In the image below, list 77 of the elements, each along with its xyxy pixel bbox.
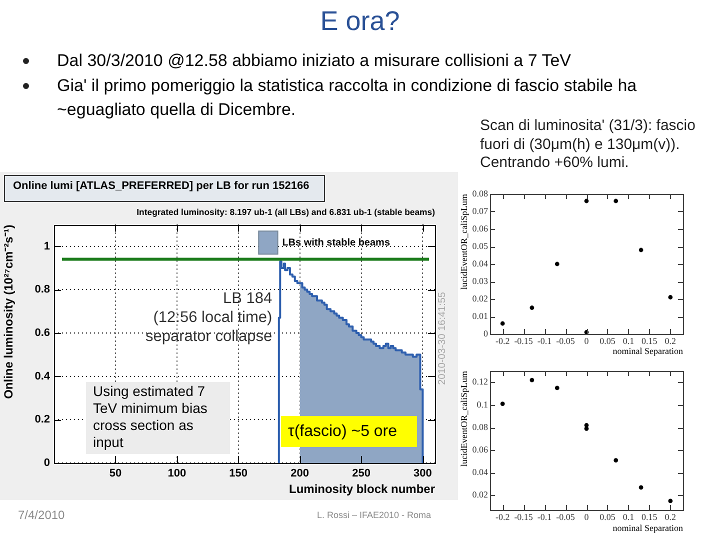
x-tick-label: 150 [229, 468, 248, 480]
x-axis-title: Luminosity block number [288, 482, 436, 496]
point [500, 402, 505, 406]
text: Scan di luminosita' (31/3): fascio fuori di (30μm(h) e 130μm(v)). Centrando +60% lumi. [480, 117, 696, 172]
y-tick-label: 1 [44, 240, 50, 252]
x-axis-title: nominal Separation [612, 346, 684, 356]
y-tick-label: 0.8 [34, 284, 50, 296]
y-axis-title: lucidEventOR_caliSpLum [458, 194, 469, 290]
legend-label: LBs with stable beams [282, 237, 390, 248]
point [668, 295, 673, 300]
y-tick-label: 0.02 [472, 490, 488, 500]
annotation: τ(fascio) ~5 ore [281, 416, 417, 447]
x-tick-label: 0.1 [622, 336, 634, 346]
point [554, 386, 560, 390]
text: E ora? [319, 5, 401, 38]
x-tick-label: -0.05 [556, 336, 576, 346]
x-tick-label: 0 [584, 336, 590, 346]
y-tick-label: 0.08 [472, 188, 488, 198]
x-tick-label: -0.1 [537, 512, 552, 522]
y-tick-label: 0 [484, 328, 488, 338]
point [584, 198, 589, 204]
x-tick-label: 0 [584, 512, 590, 522]
y-tick-label: 0.04 [472, 467, 488, 478]
point [614, 198, 618, 204]
x-tick-label: -0.15 [514, 336, 534, 346]
y-axis-title: lucidEventOR_caliSpLum [458, 371, 469, 466]
x-tick-label: -0.1 [537, 336, 552, 346]
y-tick-label: 0.1 [476, 399, 488, 410]
y-tick-label: 0 [44, 457, 50, 470]
x-tick-label: -0.15 [514, 512, 534, 522]
text: 7/4/2010 [18, 508, 65, 522]
text: 2010-03-30 16:41:55 [437, 292, 448, 385]
point [530, 306, 534, 310]
y-tick-label: 0.05 [472, 240, 488, 251]
point [638, 485, 644, 490]
point [500, 321, 505, 326]
text: L. Rossi – IFAE2010 - Roma [317, 509, 432, 521]
y-tick-label: 0.04 [472, 258, 488, 268]
x-tick-label: 200 [290, 468, 309, 480]
text: Gia' il primo pomeriggio la statistica raccolta in condizione di fascio stabile ha ~eguagliato quella di Dicembre. [57, 76, 637, 119]
x-tick-label: 300 [414, 468, 432, 480]
x-tick-label: 50 [109, 468, 122, 480]
annotation: LB 184 (12:56 local time) separator collapse [145, 290, 273, 346]
y-tick-label: 0.06 [472, 444, 488, 454]
text: Dal 30/3/2010 @12.58 abbiamo iniziato a misurare collisioni a 7 TeV [57, 50, 572, 72]
annotation: Using estimated 7 TeV minimum bias cross section as input [86, 382, 230, 454]
x-tick-label: 0.1 [622, 512, 634, 522]
chart-title: Online lumi [ATLAS_PREFERRED] per LB for run 152166 [4, 175, 325, 202]
chart-subtitle: Integrated luminosity: 8.197 ub-1 (all LBs) and 6.831 ub-1 (stable beams) [136, 206, 435, 219]
x-tick-label: 0.05 [600, 336, 616, 346]
x-axis-title: nominal Separation [612, 522, 684, 533]
point [668, 498, 673, 504]
x-tick-label: -0.2 [495, 336, 510, 346]
y-tick-label: 0.12 [472, 376, 488, 387]
x-tick-label: -0.05 [556, 512, 576, 522]
point [554, 262, 560, 266]
y-tick-label: 0.6 [34, 326, 50, 339]
point [530, 378, 534, 382]
x-tick-label: 0.15 [642, 512, 658, 522]
y-tick-label: 0.06 [472, 223, 488, 234]
y-tick-label: 0.2 [34, 414, 50, 426]
x-tick-label: 0.2 [664, 512, 676, 522]
x-tick-label: 100 [168, 468, 186, 480]
y-tick-label: 0.02 [472, 293, 488, 304]
x-tick-label: 0.05 [600, 512, 616, 522]
y-tick-label: 0.07 [472, 206, 488, 216]
y-tick-label: 0.4 [34, 370, 51, 382]
y-tick-label: 0.01 [472, 310, 488, 321]
x-tick-label: -0.2 [495, 512, 510, 522]
point [614, 458, 618, 462]
y-tick-label: 0.08 [472, 422, 488, 432]
x-tick-label: 0.2 [664, 336, 676, 346]
y-axis-title: Online luminosity (10²⁷cm⁻²s⁻¹) [2, 224, 16, 399]
point [638, 248, 644, 252]
x-tick-label: 0.15 [642, 336, 658, 346]
x-tick-label: 250 [352, 468, 370, 480]
y-tick-label: 0.03 [472, 276, 488, 286]
